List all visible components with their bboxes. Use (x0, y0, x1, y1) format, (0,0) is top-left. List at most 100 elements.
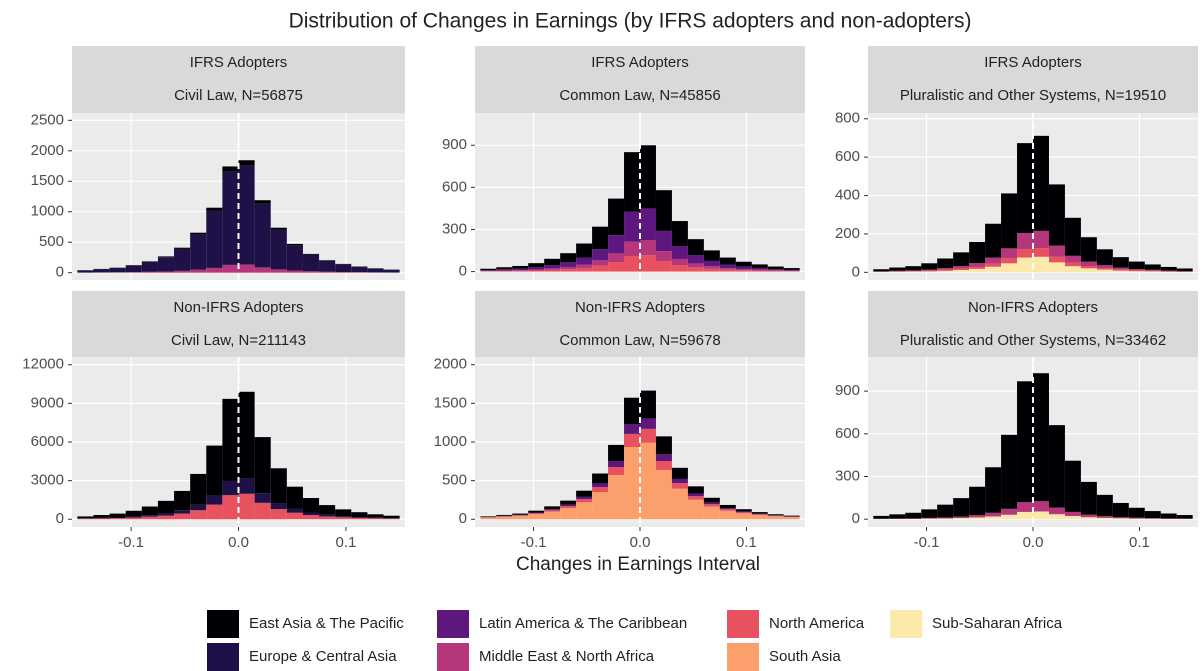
bar-segment (1112, 518, 1129, 520)
x-tick-label: -0.1 (914, 534, 940, 551)
bar-segment (1064, 262, 1081, 267)
y-tick-label: 2500 (31, 111, 64, 128)
strip-header: IFRS Adopters (190, 54, 288, 71)
bar-segment (1112, 502, 1129, 518)
bar-segment (335, 264, 352, 273)
legend-swatch (207, 610, 239, 638)
bar-segment (496, 269, 513, 271)
bar-segment (655, 261, 672, 272)
bar-segment (544, 258, 561, 266)
bar-segment (751, 513, 768, 515)
bar-segment (608, 467, 625, 476)
y-tick-label: 600 (835, 425, 860, 442)
bar-segment (286, 508, 303, 513)
bar-segment (1033, 230, 1049, 249)
bar-segment (190, 232, 207, 235)
bar-segment (640, 208, 656, 241)
bar-segment (1128, 270, 1145, 272)
legend-swatch (207, 643, 239, 671)
y-tick-label: 300 (835, 467, 860, 484)
bar-segment (174, 248, 191, 271)
bar-segment (592, 492, 609, 520)
bar-segment (302, 254, 320, 272)
x-tick-label: 0.1 (1129, 534, 1150, 551)
bar-segment (335, 272, 352, 273)
legend-label: Middle East & North Africa (479, 648, 655, 665)
bar-segment (576, 490, 593, 497)
bar-segment (671, 483, 688, 489)
bar-segment (655, 461, 672, 470)
bar-segment (496, 271, 513, 272)
bar-segment (751, 515, 768, 520)
bar-segment (703, 266, 720, 269)
bar-segment (560, 500, 577, 505)
bar-segment (560, 506, 577, 509)
bar-segment (157, 257, 175, 272)
bar-segment (624, 256, 640, 272)
bar-segment (783, 268, 800, 270)
bar-segment (270, 229, 287, 270)
bar-segment (496, 270, 513, 272)
bar-segment (1080, 481, 1097, 515)
bar-segment (937, 268, 954, 270)
y-tick-label: 500 (39, 233, 64, 250)
x-tick-label: 0.0 (228, 534, 249, 551)
bar-segment (592, 265, 609, 272)
bar-segment (560, 508, 577, 520)
bar-segment (1096, 265, 1113, 269)
strip (475, 291, 805, 357)
bar-segment (1048, 507, 1065, 515)
bar-segment (889, 267, 906, 271)
strip-subtitle: Common Law, N=45856 (559, 87, 720, 104)
bar-segment (1128, 261, 1145, 270)
bar-segment (937, 517, 954, 519)
bar-segment (254, 267, 271, 273)
bar-segment (1176, 515, 1193, 519)
bar-segment (719, 264, 736, 269)
bar-segment (576, 243, 593, 258)
bar-segment (222, 398, 239, 481)
bar-segment (735, 509, 752, 512)
bar-segment (576, 264, 593, 268)
bar-segment (671, 488, 688, 520)
bar-segment (1144, 264, 1161, 270)
x-axis-label: Changes in Earnings Interval (516, 554, 760, 575)
bar-segment (889, 514, 906, 519)
bar-segment (969, 263, 986, 267)
bar-segment (953, 268, 970, 271)
bar-segment (1096, 516, 1113, 518)
bar-segment (1144, 269, 1161, 271)
bar-segment (383, 269, 400, 273)
bar-segment (254, 493, 271, 503)
bar-segment (719, 257, 736, 265)
bar-segment (206, 210, 223, 268)
bar-segment (270, 468, 287, 504)
y-tick-label: 900 (442, 136, 467, 153)
bar-segment (528, 512, 545, 514)
bar-segment (1064, 266, 1081, 273)
y-tick-label: 500 (442, 472, 467, 489)
bar-segment (905, 271, 922, 273)
bar-segment (206, 207, 223, 211)
bar-segment (512, 265, 529, 269)
bar-segment (367, 514, 384, 518)
bar-segment (985, 467, 1002, 513)
bar-segment (719, 509, 736, 511)
strip-subtitle: Civil Law, N=211143 (171, 332, 306, 349)
bar-segment (719, 269, 736, 272)
bar-segment (873, 269, 890, 272)
bar-segment (624, 447, 640, 520)
y-tick-label: 900 (835, 382, 860, 399)
bar-segment (1144, 518, 1161, 519)
bar-segment (560, 269, 577, 272)
bar-segment (319, 260, 336, 261)
bar-segment (351, 517, 368, 518)
bar-segment (1064, 255, 1081, 263)
bar-segment (222, 166, 239, 172)
legend-label: East Asia & The Pacific (249, 615, 404, 632)
bar-segment (953, 518, 970, 520)
x-tick-label: 0.1 (335, 534, 356, 551)
bar-segment (608, 475, 625, 520)
bar-segment (687, 239, 704, 256)
